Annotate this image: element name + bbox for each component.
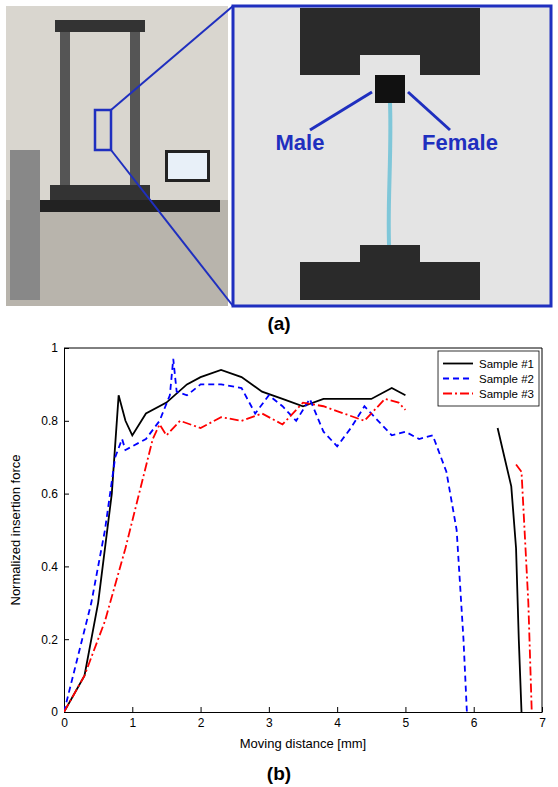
panel-caption: (b) — [267, 763, 291, 784]
tick-label: 0.2 — [41, 633, 58, 647]
tick-mark — [64, 712, 69, 713]
tick: 0.6 — [41, 487, 69, 501]
plot-area — [64, 348, 542, 712]
tick: 5 — [403, 707, 410, 730]
table — [40, 200, 220, 212]
tick-mark — [64, 494, 69, 495]
tick: 3 — [266, 707, 273, 730]
callout-label: Male — [276, 130, 325, 155]
plot-frame — [64, 348, 542, 349]
tick-mark — [64, 639, 69, 640]
tick-label: 0.6 — [41, 487, 58, 501]
lower-grip — [300, 245, 480, 300]
tick: 7 — [539, 707, 546, 730]
tick-label: 0 — [61, 716, 68, 730]
inset-photo — [233, 6, 551, 306]
tick-mark — [201, 707, 202, 712]
tick: 4 — [334, 707, 341, 730]
tick-label: 0 — [51, 705, 58, 719]
axis-line — [65, 712, 543, 713]
callout-label: Female — [422, 130, 498, 155]
tick-label: 0.4 — [41, 560, 58, 574]
photo-background — [6, 6, 228, 306]
y-axis-title: Normalized insertion force — [8, 454, 23, 605]
tick-label: 4 — [334, 716, 341, 730]
tick-label: 7 — [539, 716, 546, 730]
x-axis-title: Moving distance [mm] — [240, 736, 366, 751]
legend: Sample #1 Sample #2 Sample #3 — [438, 351, 539, 406]
series-group — [64, 359, 532, 712]
monitor-screen — [168, 153, 207, 179]
legend-label: Sample #3 — [479, 388, 534, 400]
callout-arrow — [310, 92, 372, 130]
frame-column — [130, 20, 140, 200]
legend-label: Sample #2 — [479, 373, 534, 385]
plot-frame — [542, 348, 543, 712]
legend-label: Sample #1 — [479, 358, 534, 370]
series-line — [64, 399, 532, 712]
tick-mark — [132, 707, 133, 712]
tick-label: 5 — [403, 716, 410, 730]
panel-b: 0 1 2 3 4 5 6 7 0 0.2 0.4 0.6 0.8 1 Moving distance [m… — [8, 341, 546, 751]
tick-label: 0.8 — [41, 414, 58, 428]
legend-swatch — [443, 363, 473, 365]
tick-mark — [405, 707, 406, 712]
legend-swatch — [443, 378, 473, 380]
frame-column — [60, 20, 70, 200]
zoom-line — [111, 150, 233, 306]
zoom-line — [111, 6, 233, 110]
tick-label: 6 — [471, 716, 478, 730]
tick: 0.2 — [41, 633, 69, 647]
legend-box — [438, 351, 539, 406]
panel-caption: (a) — [267, 313, 290, 334]
tick-label: 2 — [198, 716, 205, 730]
axis-line — [64, 349, 65, 713]
series-line — [64, 370, 522, 712]
callout-arrow — [408, 92, 450, 130]
tick-mark — [64, 566, 69, 567]
series-line — [64, 359, 467, 712]
tick: 0.8 — [41, 414, 69, 428]
zoom-box — [95, 110, 111, 150]
upper-grip — [300, 8, 480, 75]
tick-mark — [269, 707, 270, 712]
machine-base — [50, 185, 150, 200]
x-axis: 0 1 2 3 4 5 6 7 — [61, 707, 546, 730]
legend-items: Sample #1 Sample #2 Sample #3 — [443, 358, 534, 400]
cabinet — [10, 150, 40, 300]
tick-mark — [64, 421, 69, 422]
tick-label: 3 — [266, 716, 273, 730]
tick: 6 — [471, 707, 478, 730]
panel-a: Male Female — [6, 6, 551, 306]
connector — [375, 75, 405, 103]
monitor — [165, 150, 210, 182]
tick: 0.4 — [41, 560, 69, 574]
tick-label: 1 — [51, 341, 58, 355]
tick: 2 — [198, 707, 205, 730]
y-axis: 0 0.2 0.4 0.6 0.8 1 — [41, 341, 69, 719]
legend-swatch — [443, 393, 473, 395]
tick-label: 1 — [129, 716, 136, 730]
tick-mark — [337, 707, 338, 712]
frame-top — [55, 20, 145, 32]
tick: 1 — [129, 707, 136, 730]
figure: Male Female (a) 0 1 2 3 4 5 6 7 0 0.2 0.4 0.6 0.8 1 Movin… — [0, 0, 558, 787]
tick-mark — [474, 707, 475, 712]
cable — [389, 103, 391, 262]
